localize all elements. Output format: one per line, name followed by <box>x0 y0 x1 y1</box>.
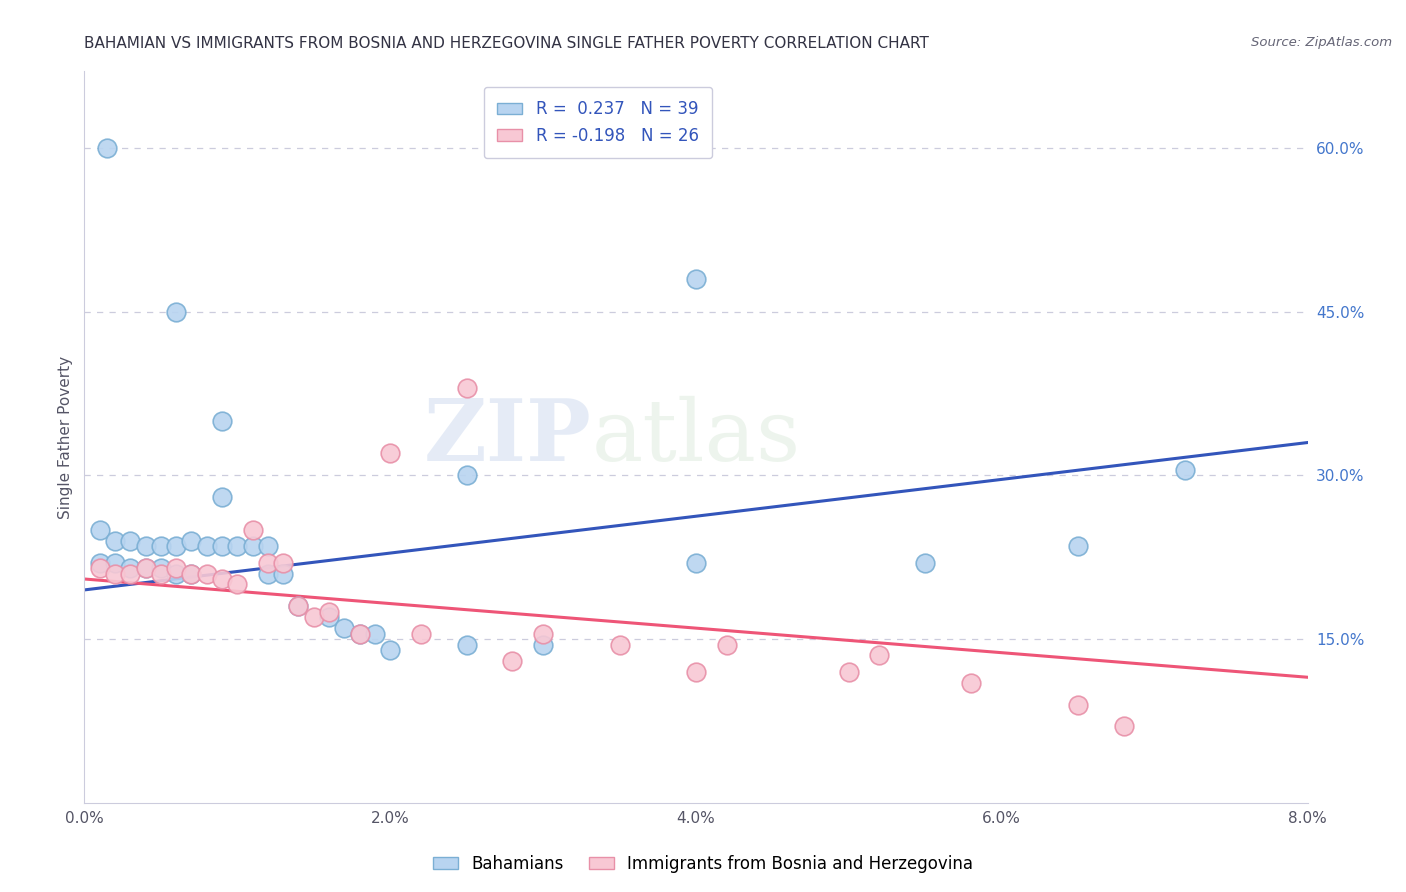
Point <box>211 414 233 428</box>
Point <box>380 446 402 460</box>
Point <box>287 599 309 614</box>
Point <box>716 638 738 652</box>
Point <box>364 626 387 640</box>
Point <box>302 610 325 624</box>
Point <box>96 141 118 155</box>
Point <box>960 675 983 690</box>
Point <box>104 533 127 548</box>
Text: atlas: atlas <box>592 395 801 479</box>
Point <box>89 561 111 575</box>
Point <box>318 610 340 624</box>
Point <box>211 539 233 553</box>
Point <box>211 490 233 504</box>
Point <box>349 626 371 640</box>
Point <box>333 621 356 635</box>
Point <box>869 648 891 663</box>
Point <box>685 272 707 286</box>
Point <box>242 523 264 537</box>
Point <box>149 566 172 581</box>
Legend: Bahamians, Immigrants from Bosnia and Herzegovina: Bahamians, Immigrants from Bosnia and He… <box>426 848 980 880</box>
Point <box>531 638 554 652</box>
Point <box>180 566 202 581</box>
Point <box>226 577 249 591</box>
Point <box>149 539 172 553</box>
Point <box>271 556 294 570</box>
Point <box>226 539 249 553</box>
Text: BAHAMIAN VS IMMIGRANTS FROM BOSNIA AND HERZEGOVINA SINGLE FATHER POVERTY CORRELA: BAHAMIAN VS IMMIGRANTS FROM BOSNIA AND H… <box>84 36 929 51</box>
Point <box>120 533 142 548</box>
Point <box>456 468 478 483</box>
Text: ZIP: ZIP <box>425 395 592 479</box>
Point <box>456 381 478 395</box>
Point <box>531 626 554 640</box>
Point <box>120 566 142 581</box>
Point <box>502 654 524 668</box>
Point <box>349 626 371 640</box>
Point <box>609 638 631 652</box>
Point <box>89 556 111 570</box>
Point <box>165 566 187 581</box>
Point <box>165 304 187 318</box>
Point <box>318 605 340 619</box>
Point <box>685 556 707 570</box>
Point <box>104 556 127 570</box>
Point <box>456 638 478 652</box>
Point <box>135 561 157 575</box>
Point <box>685 665 707 679</box>
Point <box>838 665 860 679</box>
Point <box>149 561 172 575</box>
Point <box>257 566 280 581</box>
Point <box>195 566 218 581</box>
Point <box>1114 719 1136 733</box>
Point <box>165 539 187 553</box>
Point <box>1174 463 1197 477</box>
Point <box>180 533 202 548</box>
Point <box>211 572 233 586</box>
Point <box>195 539 218 553</box>
Y-axis label: Single Father Poverty: Single Father Poverty <box>58 356 73 518</box>
Point <box>165 561 187 575</box>
Point <box>271 566 294 581</box>
Point <box>1067 698 1090 712</box>
Point <box>242 539 264 553</box>
Point <box>135 539 157 553</box>
Point <box>257 539 280 553</box>
Point <box>914 556 936 570</box>
Point <box>120 561 142 575</box>
Point <box>89 523 111 537</box>
Point <box>409 626 432 640</box>
Point <box>135 561 157 575</box>
Point <box>257 556 280 570</box>
Point <box>380 643 402 657</box>
Legend: R =  0.237   N = 39, R = -0.198   N = 26: R = 0.237 N = 39, R = -0.198 N = 26 <box>484 87 711 158</box>
Point <box>104 566 127 581</box>
Text: Source: ZipAtlas.com: Source: ZipAtlas.com <box>1251 36 1392 49</box>
Point <box>180 566 202 581</box>
Point <box>1067 539 1090 553</box>
Point <box>287 599 309 614</box>
